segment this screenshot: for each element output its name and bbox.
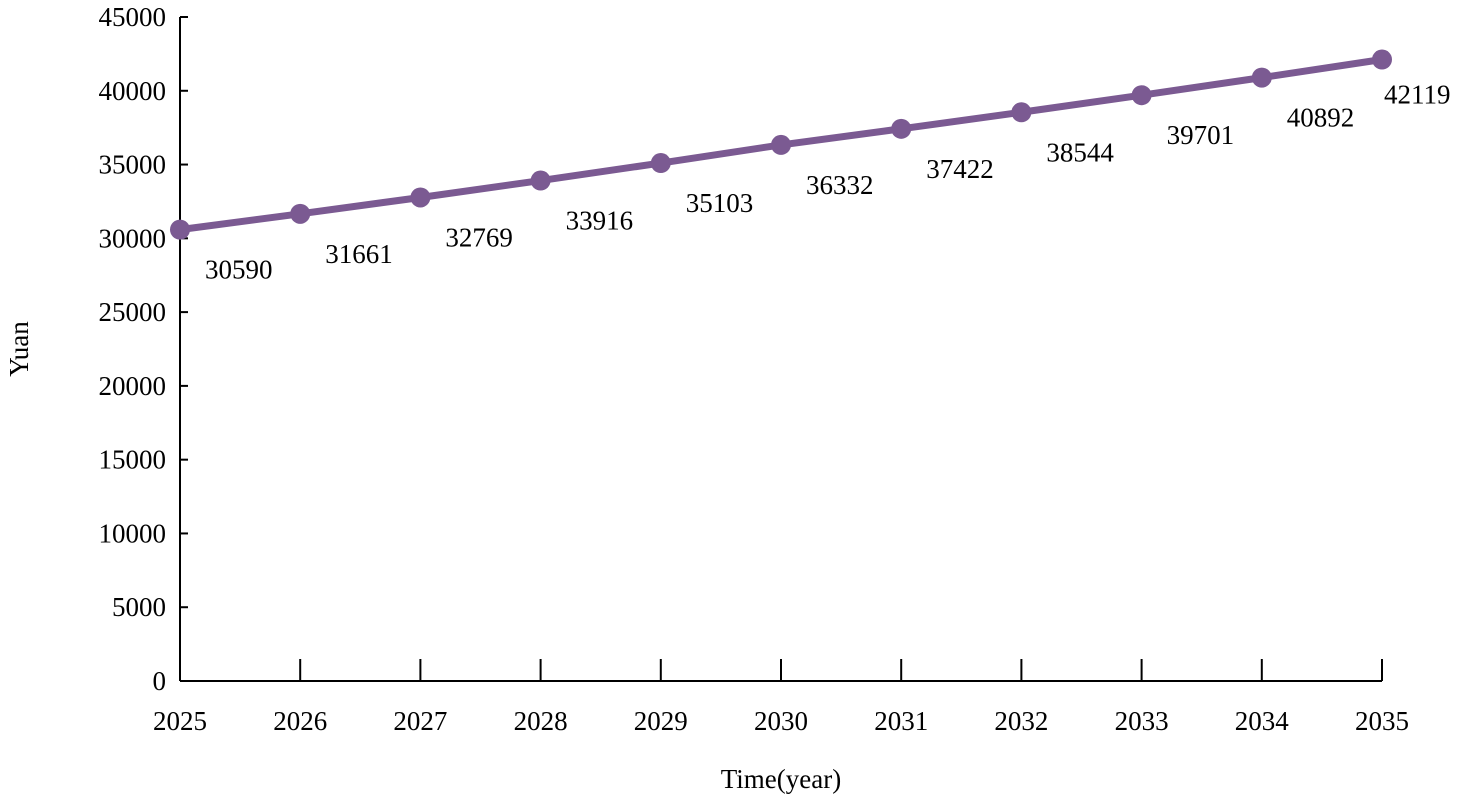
y-axis-ticks: 0 5000 10000 15000 20000 25000 30000 35000 40000…: [99, 2, 188, 696]
y-tick-label: 25000: [99, 297, 167, 327]
data-label: 31661: [325, 239, 393, 269]
axes: [179, 17, 1382, 682]
data-point: [771, 134, 791, 155]
x-tick-label: 2033: [1115, 706, 1169, 736]
data-point: [891, 118, 912, 139]
series-group: [170, 49, 1392, 240]
data-label: 40892: [1287, 103, 1355, 133]
data-point: [530, 170, 551, 191]
y-tick-label: 0: [153, 666, 167, 696]
data-point: [410, 187, 431, 208]
y-tick-label: 20000: [99, 371, 167, 401]
data-point: [650, 153, 671, 174]
y-tick-label: 40000: [99, 76, 167, 106]
y-tick-label: 30000: [99, 223, 167, 253]
data-label: 42119: [1384, 80, 1451, 110]
x-tick-label: 2035: [1355, 706, 1409, 736]
x-tick-label: 2032: [994, 706, 1048, 736]
x-tick-label: 2027: [393, 706, 447, 736]
data-label: 30590: [205, 255, 273, 285]
data-label: 39701: [1167, 120, 1235, 150]
data-point: [1251, 67, 1272, 88]
y-tick-label: 45000: [99, 2, 167, 32]
data-point: [1131, 85, 1152, 106]
data-label: 32769: [445, 222, 513, 252]
data-point: [1372, 49, 1392, 70]
data-point: [1011, 102, 1032, 123]
y-tick-label: 10000: [99, 518, 167, 548]
data-point: [290, 203, 311, 224]
y-tick-label: 5000: [112, 592, 166, 622]
x-tick-label: 2025: [153, 706, 207, 736]
x-tick-label: 2028: [514, 706, 568, 736]
x-axis-ticks: 2025 2026 2027 2028 2029 2030 2031 2032 2033 2034…: [153, 659, 1409, 736]
y-tick-label: 15000: [99, 445, 167, 475]
x-tick-label: 2030: [754, 706, 808, 736]
data-label: 38544: [1046, 137, 1114, 167]
x-axis-title: Time(year): [721, 764, 841, 794]
data-label: 37422: [926, 154, 994, 184]
x-tick-label: 2029: [634, 706, 688, 736]
data-label: 35103: [686, 188, 754, 218]
data-point: [170, 219, 190, 240]
data-label: 33916: [566, 206, 634, 236]
y-tick-label: 35000: [99, 150, 167, 180]
x-tick-label: 2034: [1235, 706, 1290, 736]
x-tick-label: 2026: [273, 706, 327, 736]
x-tick-label: 2031: [874, 706, 928, 736]
y-axis-title: Yuan: [4, 321, 34, 377]
data-labels: 30590 31661 32769 33916 35103 36332 37422 38544…: [205, 80, 1451, 285]
data-label: 36332: [806, 170, 874, 200]
